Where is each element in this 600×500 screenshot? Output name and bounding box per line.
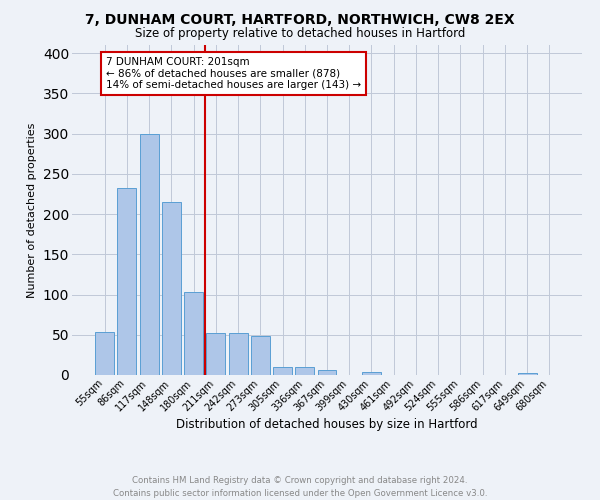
Bar xyxy=(162,202,181,375)
Bar xyxy=(518,372,536,375)
Y-axis label: Number of detached properties: Number of detached properties xyxy=(27,122,37,298)
Bar xyxy=(273,367,292,375)
Bar xyxy=(295,367,314,375)
Bar xyxy=(140,134,158,375)
Bar xyxy=(229,333,248,375)
Bar xyxy=(317,370,337,375)
Bar xyxy=(95,332,114,375)
Text: 7 DUNHAM COURT: 201sqm
← 86% of detached houses are smaller (878)
14% of semi-de: 7 DUNHAM COURT: 201sqm ← 86% of detached… xyxy=(106,57,361,90)
Text: Size of property relative to detached houses in Hartford: Size of property relative to detached ho… xyxy=(135,28,465,40)
Bar xyxy=(118,188,136,375)
Text: 7, DUNHAM COURT, HARTFORD, NORTHWICH, CW8 2EX: 7, DUNHAM COURT, HARTFORD, NORTHWICH, CW… xyxy=(85,12,515,26)
Text: Contains HM Land Registry data © Crown copyright and database right 2024.
Contai: Contains HM Land Registry data © Crown c… xyxy=(113,476,487,498)
X-axis label: Distribution of detached houses by size in Hartford: Distribution of detached houses by size … xyxy=(176,418,478,432)
Bar xyxy=(362,372,381,375)
Bar xyxy=(206,333,225,375)
Bar xyxy=(251,336,270,375)
Bar xyxy=(184,292,203,375)
